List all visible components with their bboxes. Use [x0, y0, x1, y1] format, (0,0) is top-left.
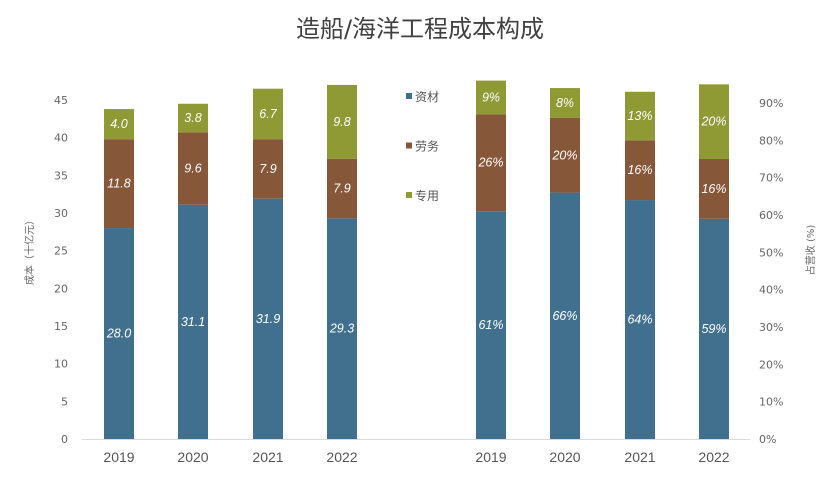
y-tick-label: 70%	[759, 172, 783, 185]
data-label: 16%	[701, 182, 726, 196]
data-label: 64%	[627, 313, 652, 327]
bar-segment-专用	[699, 84, 729, 159]
data-label: 20%	[551, 148, 577, 162]
bar-segment-专用	[550, 88, 580, 118]
x-tick-label: 2021	[252, 449, 283, 465]
y-tick-label: 20	[54, 282, 68, 295]
legend-swatch	[406, 142, 412, 149]
bar-segment-资材	[104, 228, 134, 439]
bar-segment-资材	[178, 204, 208, 439]
legend-swatch	[406, 93, 412, 99]
y-tick-label: 15	[54, 320, 68, 333]
y-tick-label: 30%	[759, 321, 783, 334]
x-tick-label: 2022	[698, 449, 729, 465]
y-tick-label: 25	[54, 245, 68, 258]
data-label: 28.0	[106, 327, 131, 341]
bar-segment-劳务	[625, 140, 655, 201]
y-tick-label: 10%	[759, 396, 783, 409]
y-tick-label: 40	[54, 132, 68, 145]
bar-segment-资材	[699, 218, 729, 439]
y-tick-label: 40%	[759, 284, 783, 297]
bar-segment-专用	[625, 91, 655, 141]
y-tick-label: 30	[54, 207, 68, 220]
bar-segment-劳务	[327, 158, 357, 219]
data-label: 7.9	[333, 182, 350, 196]
data-label: 7.9	[259, 162, 276, 176]
data-label: 31.9	[256, 312, 280, 326]
legend-label: 劳务	[415, 139, 439, 154]
data-label: 9.6	[184, 162, 201, 176]
bar-segment-专用	[104, 109, 134, 140]
bar-segment-劳务	[178, 132, 208, 205]
bar-segment-专用	[253, 88, 283, 140]
x-tick-label: 2022	[326, 449, 357, 465]
data-label: 31.1	[181, 315, 205, 329]
x-tick-label: 2019	[475, 449, 506, 465]
bar-segment-资材	[327, 218, 357, 439]
bar-segment-劳务	[476, 114, 506, 212]
data-label: 9%	[482, 90, 500, 104]
bar-segment-专用	[327, 84, 357, 159]
bar-segment-劳务	[253, 139, 283, 199]
data-label: 26%	[477, 156, 503, 170]
bar-segment-资材	[476, 211, 506, 439]
x-tick-label: 2020	[549, 449, 580, 465]
data-label: 11.8	[107, 177, 130, 191]
bar-segment-劳务	[699, 159, 729, 219]
y-tick-label: 35	[54, 169, 68, 182]
y-tick-label: 50%	[759, 246, 783, 259]
data-label: 3.8	[184, 111, 201, 125]
x-tick-label: 2019	[103, 449, 134, 465]
data-label: 20%	[700, 115, 726, 129]
data-label: 13%	[627, 109, 652, 123]
legend-label: 专用	[415, 188, 439, 203]
y-tick-label: 5	[61, 395, 68, 408]
x-tick-label: 2020	[177, 449, 208, 465]
data-label: 9.8	[333, 115, 350, 129]
bar-segment-资材	[253, 198, 283, 439]
data-label: 16%	[627, 163, 652, 177]
y-tick-label: 45	[54, 94, 68, 107]
right-chart: 0% 10% 20% 30% 40% 50% 60% 70% 80% 90% 2019 61% 26% 9…	[400, 80, 783, 465]
left-y-axis-label: 成本（十亿元）	[23, 215, 36, 285]
bar-segment-资材	[625, 200, 655, 439]
legend-label: 资材	[415, 90, 439, 104]
y-tick-label: 90%	[759, 97, 783, 110]
data-label: 4.0	[110, 117, 127, 131]
data-label: 6.7	[259, 107, 277, 121]
data-label: 61%	[478, 318, 503, 332]
legend-swatch	[406, 192, 412, 198]
y-tick-label: 20%	[759, 358, 783, 371]
left-chart: 0 5 10 15 20 25 30 35 40 45 2019 28.0 11.8 4.0 2020 31.…	[54, 84, 420, 465]
data-label: 59%	[701, 322, 726, 336]
bar-segment-资材	[550, 192, 580, 439]
y-tick-label: 0%	[759, 433, 776, 446]
data-label: 66%	[552, 309, 577, 323]
x-tick-label: 2021	[624, 449, 655, 465]
data-label: 8%	[556, 96, 574, 110]
chart-title: 造船/海洋工程成本构成	[296, 15, 544, 43]
y-tick-label: 80%	[759, 134, 783, 147]
y-tick-label: 0	[61, 433, 68, 446]
bar-segment-劳务	[550, 117, 580, 193]
bar-segment-专用	[476, 80, 506, 115]
y-tick-label: 60%	[759, 209, 783, 222]
bar-segment-专用	[178, 103, 208, 133]
bar-segment-劳务	[104, 139, 134, 229]
y-tick-label: 10	[54, 358, 68, 371]
right-y-axis-label: 占营收 (%)	[804, 225, 817, 276]
data-label: 29.3	[329, 322, 354, 336]
